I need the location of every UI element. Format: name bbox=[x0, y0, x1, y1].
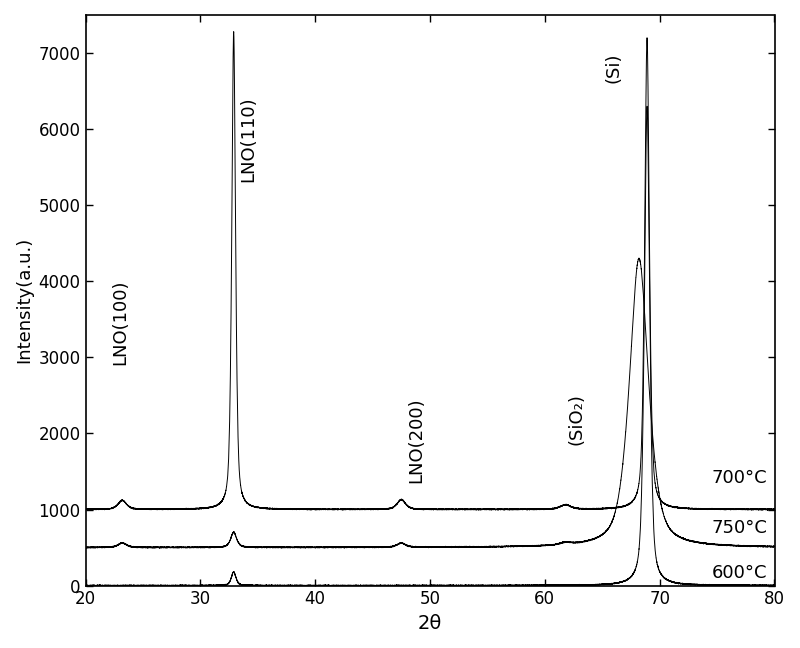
Text: (Si): (Si) bbox=[605, 53, 622, 84]
Text: (SiO₂): (SiO₂) bbox=[568, 393, 586, 445]
Text: 750°C: 750°C bbox=[711, 519, 767, 537]
X-axis label: 2θ: 2θ bbox=[418, 614, 442, 633]
Text: LNO(200): LNO(200) bbox=[407, 397, 426, 483]
Text: 700°C: 700°C bbox=[711, 469, 767, 487]
Text: LNO(110): LNO(110) bbox=[239, 97, 258, 182]
Text: LNO(100): LNO(100) bbox=[111, 279, 129, 365]
Text: 600°C: 600°C bbox=[711, 564, 767, 582]
Y-axis label: Intensity(a.u.): Intensity(a.u.) bbox=[15, 237, 33, 364]
